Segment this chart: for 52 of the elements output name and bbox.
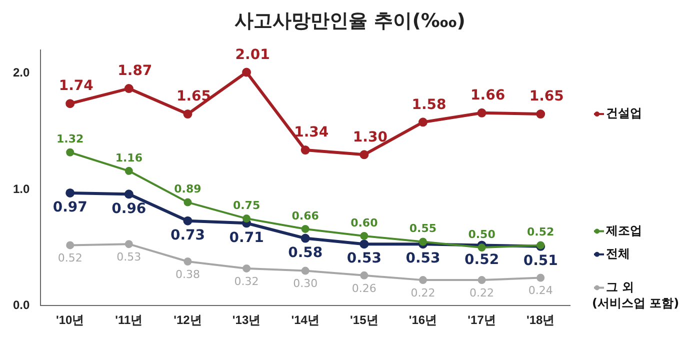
x-tick-label: '17년 [468, 313, 496, 328]
x-tick-label: '11년 [115, 313, 143, 328]
data-label: 0.73 [170, 227, 205, 244]
data-label: 1.66 [470, 88, 506, 104]
data-label: 0.52 [58, 252, 82, 265]
data-label: 0.97 [52, 200, 88, 216]
x-tick-label: '15년 [350, 313, 378, 328]
data-label: 0.53 [116, 250, 142, 264]
data-label: 1.16 [115, 151, 143, 164]
data-label: 0.38 [175, 268, 200, 281]
data-label: 0.60 [350, 216, 378, 230]
y-tick-label: 0.0 [12, 298, 30, 312]
data-label: 0.50 [468, 228, 496, 241]
data-label: 1.65 [529, 88, 564, 105]
data-label: 2.01 [235, 46, 270, 63]
x-tick-label: '13년 [232, 313, 261, 328]
data-label: 0.51 [523, 253, 558, 270]
x-tick-label: '12년 [174, 313, 202, 328]
data-label: 0.30 [293, 277, 318, 290]
data-label: 0.53 [346, 250, 382, 267]
chart-title: 사고사망만인율 추이(‱) [234, 9, 466, 34]
data-label: 0.75 [232, 198, 260, 212]
data-label: 0.52 [464, 252, 500, 268]
x-tick-label: '14년 [291, 313, 320, 328]
data-label: 1.58 [412, 96, 446, 113]
x-tick-label: '18년 [526, 313, 555, 328]
data-label: 0.71 [229, 230, 264, 246]
data-label: 1.87 [118, 63, 152, 80]
x-tick-label: '10년 [56, 313, 84, 328]
data-label: 0.55 [409, 222, 437, 236]
data-label: 0.58 [288, 244, 323, 261]
legend-label: 그 외 (서비스업 포함) [592, 280, 680, 310]
data-label: 0.32 [234, 274, 259, 288]
legend-label: 전체 [606, 246, 630, 261]
data-label: 1.34 [294, 124, 329, 141]
data-label: 1.30 [352, 129, 388, 146]
data-label: 0.96 [112, 200, 146, 217]
data-label: 0.89 [174, 182, 202, 196]
legend-label: 제조업 [605, 223, 642, 238]
data-label: 1.32 [56, 132, 84, 146]
x-tick-label: '16년 [408, 313, 438, 328]
data-label: 0.22 [410, 286, 436, 300]
data-label: 0.26 [352, 282, 376, 295]
data-label: 1.74 [58, 78, 94, 94]
legend-label: 건설업 [606, 106, 642, 120]
data-label: 0.66 [292, 209, 320, 222]
data-label: 0.53 [406, 250, 440, 267]
y-tick-label: 2.0 [12, 66, 30, 80]
data-label: 0.24 [528, 284, 553, 298]
y-tick-label: 1.0 [12, 182, 30, 196]
data-label: 0.22 [470, 286, 494, 300]
data-label: 0.52 [527, 226, 554, 239]
